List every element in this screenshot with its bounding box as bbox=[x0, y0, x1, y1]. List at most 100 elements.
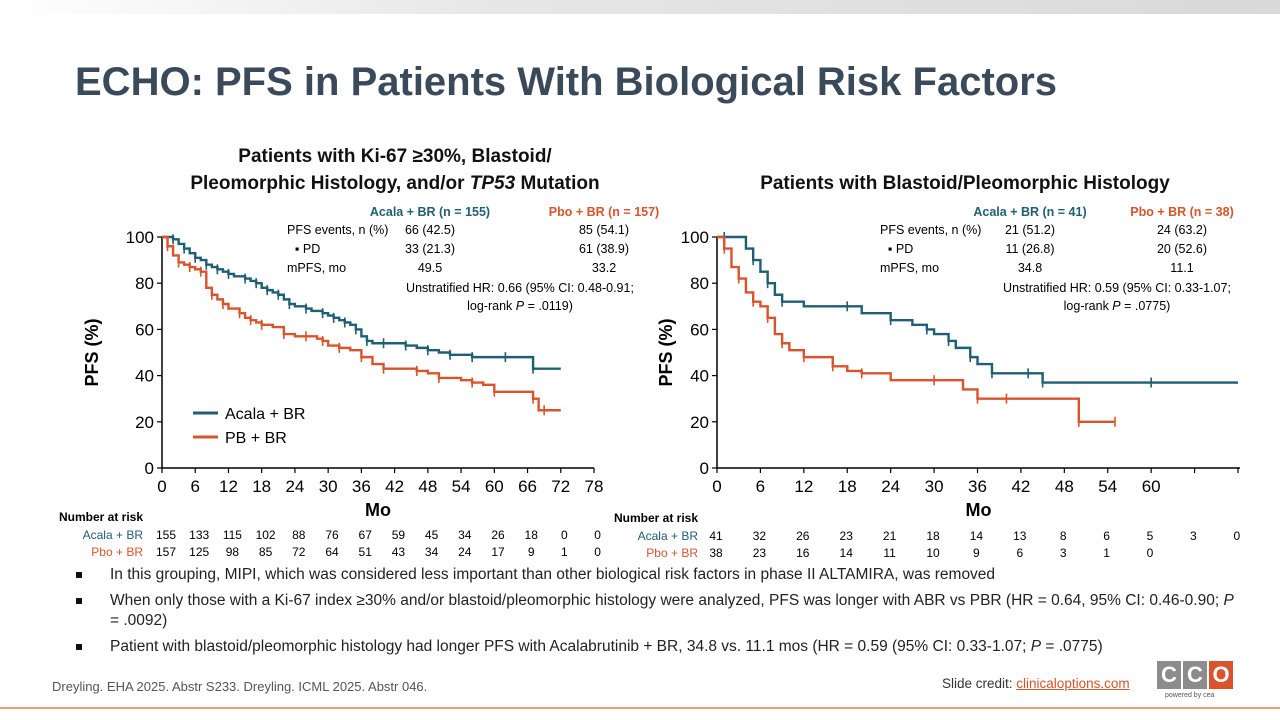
logo-tagline: powered by cea bbox=[1165, 692, 1215, 699]
left-chart-title: Patients with Ki-67 ≥30%, Blastoid/ Pleo… bbox=[150, 143, 640, 197]
stats-header-acala: Acala + BR (n = 155) bbox=[370, 205, 490, 219]
bullet-list: In this grouping, MIPI, which was consid… bbox=[74, 565, 1234, 663]
x-tick-label: 36 bbox=[968, 477, 987, 496]
bullet-text: In this grouping, MIPI, which was consid… bbox=[110, 566, 996, 583]
risk-count: 8 bbox=[1060, 529, 1067, 543]
logo-letter-c2: C bbox=[1183, 661, 1207, 689]
y-tick-label: 0 bbox=[700, 459, 709, 478]
stats-row-label: ▪ PD bbox=[295, 242, 320, 256]
x-tick-label: 60 bbox=[1142, 477, 1161, 496]
stats-header-pbo: Pbo + BR (n = 157) bbox=[549, 205, 659, 219]
risk-count: 34 bbox=[425, 545, 439, 559]
risk-count: 0 bbox=[1147, 546, 1154, 560]
left-chart-title-line2: Pleomorphic Histology, and/or TP53 Mutat… bbox=[190, 173, 600, 194]
bullet-item: In this grouping, MIPI, which was consid… bbox=[74, 565, 1234, 585]
right-chart-title: Patients with Blastoid/Pleomorphic Histo… bbox=[760, 173, 1170, 194]
risk-count: 18 bbox=[926, 529, 940, 543]
risk-count: 26 bbox=[796, 529, 810, 543]
x-tick-label: 24 bbox=[285, 477, 304, 496]
x-tick-label: 0 bbox=[712, 477, 721, 496]
risk-count: 125 bbox=[189, 545, 209, 559]
risk-count: 1 bbox=[1103, 546, 1110, 560]
x-tick-label: 12 bbox=[219, 477, 238, 496]
y-tick-label: 80 bbox=[690, 274, 709, 293]
x-tick-label: 30 bbox=[925, 477, 944, 496]
risk-table-header: Number at risk bbox=[614, 511, 698, 525]
risk-count: 102 bbox=[256, 528, 276, 542]
x-tick-label: 78 bbox=[585, 477, 604, 496]
risk-count: 9 bbox=[973, 546, 980, 560]
hazard-ratio-line1: Unstratified HR: 0.66 (95% CI: 0.48-0.91… bbox=[406, 281, 634, 295]
left-chart-title-line1: Patients with Ki-67 ≥30%, Blastoid/ bbox=[238, 146, 552, 167]
risk-label-pbo: Pbo + BR bbox=[91, 545, 143, 559]
bullet-square-icon bbox=[76, 598, 82, 604]
stats-row-label: PFS events, n (%) bbox=[287, 223, 388, 237]
risk-label-pbo: Pbo + BR bbox=[646, 546, 698, 560]
y-tick-label: 40 bbox=[690, 367, 709, 386]
bottom-accent-line bbox=[0, 707, 1280, 709]
x-tick-label: 42 bbox=[385, 477, 404, 496]
x-tick-label: 48 bbox=[418, 477, 437, 496]
x-tick-label: 18 bbox=[252, 477, 271, 496]
risk-count: 59 bbox=[392, 528, 406, 542]
risk-count: 34 bbox=[458, 528, 472, 542]
stats-value-pbo: 33.2 bbox=[592, 261, 616, 275]
bullet-text: P bbox=[1223, 592, 1234, 609]
risk-count: 0 bbox=[594, 528, 601, 542]
stats-value-acala: 49.5 bbox=[418, 261, 442, 275]
legend-label-acala: Acala + BR bbox=[225, 406, 305, 423]
logo-letter-o: O bbox=[1209, 661, 1233, 689]
bullet-text: P bbox=[1030, 638, 1042, 655]
y-tick-label: 40 bbox=[135, 367, 154, 386]
x-axis-label: Mo bbox=[966, 500, 992, 520]
risk-count: 0 bbox=[561, 528, 568, 542]
stats-row-label: PFS events, n (%) bbox=[880, 223, 981, 237]
x-tick-label: 48 bbox=[1055, 477, 1074, 496]
risk-count: 155 bbox=[156, 528, 176, 542]
risk-count: 41 bbox=[709, 529, 723, 543]
stats-row-label: mPFS, mo bbox=[880, 261, 939, 275]
risk-count: 23 bbox=[840, 529, 854, 543]
stats-header-acala: Acala + BR (n = 41) bbox=[973, 205, 1086, 219]
citation: Dreyling. EHA 2025. Abstr S233. Dreyling… bbox=[52, 679, 428, 694]
risk-count: 43 bbox=[392, 545, 406, 559]
y-axis-label: PFS (%) bbox=[82, 318, 102, 386]
stats-value-acala: 66 (42.5) bbox=[405, 223, 455, 237]
risk-count: 21 bbox=[883, 529, 897, 543]
risk-count: 5 bbox=[1147, 529, 1154, 543]
risk-count: 133 bbox=[189, 528, 209, 542]
x-tick-label: 30 bbox=[319, 477, 338, 496]
risk-count: 115 bbox=[223, 528, 242, 542]
x-tick-label: 0 bbox=[157, 477, 166, 496]
stats-header-pbo: Pbo + BR (n = 38) bbox=[1130, 205, 1234, 219]
risk-count: 45 bbox=[425, 528, 439, 542]
cco-logo: C C O powered by cea bbox=[1157, 661, 1233, 703]
risk-count: 67 bbox=[359, 528, 373, 542]
risk-count: 88 bbox=[292, 528, 306, 542]
legend-label-pbo: PB + BR bbox=[225, 430, 287, 447]
risk-count: 14 bbox=[970, 529, 984, 543]
hazard-ratio-line2: log-rank P = .0119) bbox=[467, 299, 573, 313]
x-tick-label: 66 bbox=[518, 477, 537, 496]
risk-count: 32 bbox=[753, 529, 767, 543]
risk-count: 11 bbox=[883, 546, 896, 560]
risk-count: 18 bbox=[525, 528, 539, 542]
risk-count: 85 bbox=[259, 545, 273, 559]
credit-link[interactable]: clinicaloptions.com bbox=[1016, 676, 1130, 691]
risk-count: 51 bbox=[359, 545, 373, 559]
x-tick-label: 6 bbox=[190, 477, 199, 496]
risk-count: 10 bbox=[926, 546, 940, 560]
risk-count: 17 bbox=[491, 545, 505, 559]
x-tick-label: 36 bbox=[352, 477, 371, 496]
hazard-ratio-line1: Unstratified HR: 0.59 (95% CI: 0.33-1.07… bbox=[1003, 281, 1231, 295]
stats-value-acala: 33 (21.3) bbox=[405, 242, 455, 256]
x-tick-label: 24 bbox=[881, 477, 900, 496]
stats-row-label: ▪ PD bbox=[888, 242, 913, 256]
x-tick-label: 54 bbox=[452, 477, 471, 496]
y-tick-label: 20 bbox=[690, 413, 709, 432]
bullet-item: Patient with blastoid/pleomorphic histol… bbox=[74, 637, 1234, 657]
x-tick-label: 54 bbox=[1098, 477, 1117, 496]
risk-count: 3 bbox=[1190, 529, 1197, 543]
risk-count: 3 bbox=[1060, 546, 1067, 560]
